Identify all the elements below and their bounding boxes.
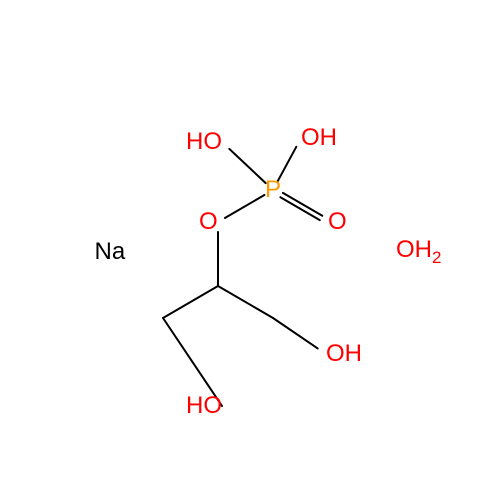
atom-o_br: O: [199, 208, 218, 236]
atom-ho_t: HO: [186, 128, 222, 156]
atom-oh_r: OH: [326, 340, 362, 368]
atom-o_dbl: O: [328, 208, 347, 236]
atom-oh2: OH2: [396, 236, 441, 268]
atom-p: P: [265, 176, 281, 204]
molecule-canvas: NaOH2POHOOHOOHHO: [0, 0, 500, 500]
atom-oh_t: OH: [301, 124, 337, 152]
atom-ho_b: HO: [186, 392, 222, 420]
atom-na: Na: [95, 238, 126, 266]
